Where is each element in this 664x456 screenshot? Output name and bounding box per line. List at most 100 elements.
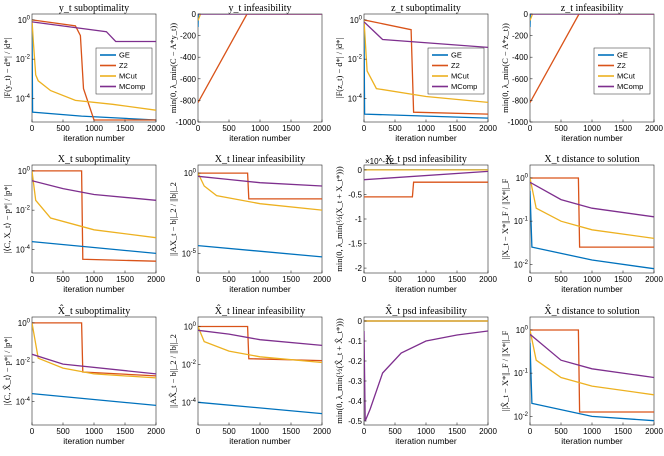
series-ge-line xyxy=(530,14,654,28)
x-tick-label: 1500 xyxy=(614,124,632,133)
x-axis-label: iteration number xyxy=(63,436,125,446)
x-tick-label: 1500 xyxy=(448,427,466,436)
x-tick-label: 1500 xyxy=(282,427,300,436)
y-axis-label: ||AX_t − b||_2 / ||b||_2 xyxy=(168,182,178,256)
panel-Xhat_subopt: 0 500 1000 1500 2000 10-4 10-2 100 X̂_t suboptim… xyxy=(1,304,165,446)
y-tick-label: 10-4 xyxy=(348,94,363,104)
x-tick-label: 1500 xyxy=(282,275,300,284)
y-axis-label: min(0, λ_min(½(X_t + X_t*))) xyxy=(334,166,344,272)
legend-label-ge: GE xyxy=(119,51,130,60)
x-axis-label: iteration number xyxy=(63,284,125,294)
x-tick-label: 0 xyxy=(528,427,533,436)
series-mcut-line xyxy=(32,322,156,379)
x-tick-label: 500 xyxy=(56,275,70,284)
series-mcut-line xyxy=(198,14,322,21)
panel-Xt_subopt: 0 500 1000 1500 2000 10-4 10-2 100 X_t suboptima… xyxy=(2,154,165,294)
series-z2-line xyxy=(198,172,322,200)
series-mcomp-line xyxy=(364,170,488,181)
y-tick-label: 10-4 xyxy=(16,245,31,255)
series-z2-line xyxy=(530,177,654,248)
x-tick-label: 0 xyxy=(30,124,35,133)
y-tick-label: 10-2 xyxy=(16,206,31,216)
chart-title: X_t psd infeasibility xyxy=(385,154,467,165)
y-tick-label: 0 xyxy=(192,10,197,19)
y-tick-label: -400 xyxy=(512,53,529,62)
legend-label-mcut: MCut xyxy=(119,72,138,81)
y-tick-label: -1.5 xyxy=(348,240,362,249)
y-tick-label: -1 xyxy=(355,215,363,224)
x-tick-label: 2000 xyxy=(147,124,165,133)
chart-title: X̂_t suboptimality xyxy=(58,304,131,317)
legend-label-z2: Z2 xyxy=(451,61,460,70)
series-z2-line xyxy=(364,181,488,198)
series-mcomp-line xyxy=(364,330,488,422)
legend-label-mcut: MCut xyxy=(451,72,470,81)
x-tick-label: 500 xyxy=(554,427,568,436)
y-tick-label: -800 xyxy=(512,96,529,105)
x-axis-label: iteration number xyxy=(63,133,125,143)
panel-zt_infeas: 0 500 1000 1500 2000 -1000 -800 -600 -400 -200 0 z_… xyxy=(500,3,663,143)
y-tick-label: 10-1 xyxy=(514,369,529,379)
y-axis-label: |⟨C, X_t⟩ − p*| / |p*| xyxy=(2,184,12,253)
y-tick-label: -600 xyxy=(180,75,197,84)
y-axis-label: ||X_t − X*||_F / ||X*||_F xyxy=(500,178,510,259)
panel-Xt_lin_infeas: 0 500 1000 1500 2000 10-5 100 X_t linear infeas… xyxy=(168,154,331,294)
series-mcut-line xyxy=(198,326,322,364)
x-tick-label: 0 xyxy=(362,124,367,133)
y-tick-label: -1000 xyxy=(176,118,197,127)
x-axis-label: iteration number xyxy=(395,133,457,143)
x-tick-label: 0 xyxy=(196,275,201,284)
y-axis-label: min(0, λ_min(C − A*z_t)) xyxy=(500,23,510,113)
y-tick-label: 10-2 xyxy=(348,55,363,65)
y-tick-label: -1000 xyxy=(508,118,529,127)
y-tick-label: 100 xyxy=(350,15,363,25)
x-tick-label: 1500 xyxy=(116,124,134,133)
plot-area xyxy=(31,316,157,426)
chart-title: X̂_t distance to solution xyxy=(544,304,639,317)
x-tick-label: 0 xyxy=(362,275,367,284)
x-tick-label: 1500 xyxy=(282,124,300,133)
y-tick-label: 10-2 xyxy=(16,358,31,368)
y-axis-label: ||AX̂_t − b||_2 / ||b||_2 xyxy=(167,334,178,408)
x-tick-label: 1500 xyxy=(614,427,632,436)
y-tick-label: 100 xyxy=(18,318,31,328)
y-axis-label: |F(y_t) − d*| / |d*| xyxy=(2,37,12,98)
plot-area xyxy=(197,164,323,274)
y-tick-label: 100 xyxy=(18,166,31,176)
series-z2-line xyxy=(530,14,654,103)
x-tick-label: 1500 xyxy=(448,275,466,284)
series-ge-line xyxy=(198,244,322,258)
legend-label-ge: GE xyxy=(617,51,628,60)
plot-area xyxy=(197,13,323,123)
legend-label-mcomp: MComp xyxy=(119,82,145,91)
x-tick-label: 500 xyxy=(388,124,402,133)
x-tick-label: 500 xyxy=(388,275,402,284)
series-ge-line xyxy=(364,23,488,119)
series-mcut-line xyxy=(530,14,654,21)
y-tick-label: 100 xyxy=(184,169,197,179)
y-tick-label: -0.2 xyxy=(348,357,362,366)
series-mcut-line xyxy=(364,19,488,104)
chart-title: z_t suboptimality xyxy=(391,3,461,14)
x-axis-label: iteration number xyxy=(395,436,457,446)
x-tick-label: 1000 xyxy=(85,275,103,284)
x-tick-label: 2000 xyxy=(479,124,497,133)
plot-area xyxy=(529,164,655,274)
plot-area xyxy=(31,164,157,274)
panel-Xhat_psd_infeas: 0 500 1000 1500 2000 -0.5 -0.4 -0.3 -0.2 -0.1 0 X̂_… xyxy=(333,304,497,446)
series-z2-line xyxy=(32,170,156,262)
series-mcomp-line xyxy=(530,333,654,379)
y-tick-label: 10-1 xyxy=(514,217,529,227)
y-tick-label: 10-2 xyxy=(16,55,31,65)
y-tick-label: -200 xyxy=(512,32,529,41)
x-tick-label: 1000 xyxy=(85,124,103,133)
legend-label-ge: GE xyxy=(451,51,462,60)
x-tick-label: 500 xyxy=(554,124,568,133)
series-z2-line xyxy=(32,19,156,121)
x-tick-label: 1000 xyxy=(583,427,601,436)
chart-title: X̂_t psd infeasibility xyxy=(385,304,467,317)
x-axis-label: iteration number xyxy=(229,284,291,294)
